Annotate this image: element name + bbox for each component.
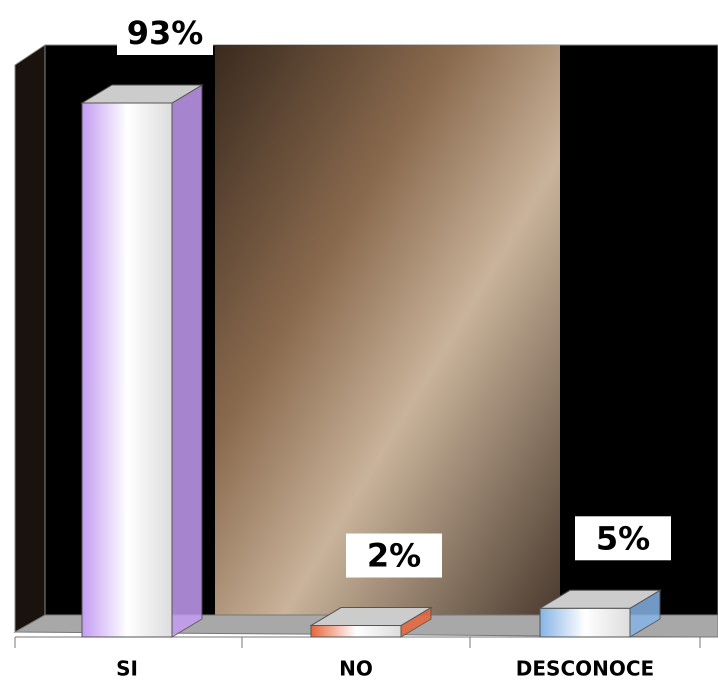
x-tick-label: NO <box>339 657 373 681</box>
value-label: 2% <box>367 537 421 575</box>
bar-front <box>311 626 401 637</box>
value-label: 5% <box>596 519 650 557</box>
value-label: 93% <box>127 14 204 52</box>
bar-side <box>172 85 202 637</box>
bar-front <box>82 103 172 637</box>
bar <box>82 85 202 637</box>
x-tick-label: SI <box>116 657 138 681</box>
x-tick-label: DESCONOCE <box>516 657 654 681</box>
bar <box>540 590 660 637</box>
chart: 93% SI 2% NO 5% DESCONOCE <box>0 0 718 688</box>
bar-front <box>540 608 630 637</box>
